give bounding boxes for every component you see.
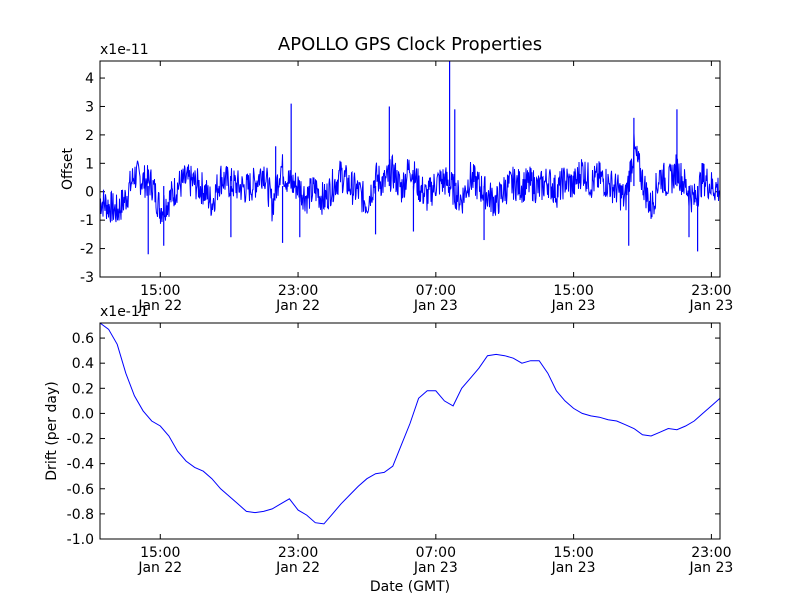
drift-panel: x1e-11 Drift (per day) Date (GMT) -1.0 -0… — [44, 304, 733, 595]
drift-y-tick-label: 0.4 — [72, 356, 94, 372]
offset-y-multiplier: x1e-11 — [100, 42, 149, 58]
drift-y-multiplier: x1e-11 — [100, 304, 149, 320]
drift-x-axis-label: Date (GMT) — [370, 579, 450, 595]
offset-y-tick-label: -2 — [80, 242, 94, 258]
offset-y-tick-label: -3 — [80, 270, 94, 286]
offset-x-tick-time: 07:00 — [416, 283, 456, 299]
offset-plot-frame — [99, 60, 721, 278]
drift-y-tick-label: 0.0 — [72, 406, 94, 422]
offset-y-tick-label: 2 — [85, 128, 94, 144]
drift-y-tick-label: -0.8 — [67, 507, 94, 523]
offset-x-tick-date: Jan 23 — [551, 298, 596, 314]
drift-y-tick-label: -0.2 — [67, 432, 94, 448]
offset-x-tick-date: Jan 22 — [275, 298, 320, 314]
offset-x-tick-date: Jan 23 — [688, 298, 733, 314]
offset-y-tick-label: 3 — [85, 99, 94, 115]
drift-x-tick-time: 15:00 — [553, 545, 593, 561]
drift-y-tick-label: 0.6 — [72, 331, 94, 347]
offset-x-tick-time: 15:00 — [553, 283, 593, 299]
drift-plot-frame — [99, 322, 721, 540]
drift-x-tick-date: Jan 23 — [551, 560, 596, 576]
offset-panel: APOLLO GPS Clock Properties x1e-11 Offse… — [60, 34, 733, 314]
offset-x-tick-date: Jan 23 — [413, 298, 458, 314]
offset-x-tick-date: Jan 22 — [137, 298, 182, 314]
drift-x-tick-date: Jan 23 — [688, 560, 733, 576]
drift-x-tick-date: Jan 22 — [137, 560, 182, 576]
offset-y-axis-label: Offset — [60, 147, 76, 190]
drift-ticks: -1.0-0.8-0.6-0.4-0.20.00.20.40.615:00Jan… — [67, 323, 733, 576]
drift-x-tick-time: 15:00 — [140, 545, 180, 561]
chart-title: APOLLO GPS Clock Properties — [278, 34, 542, 55]
offset-plot-area — [99, 61, 721, 255]
drift-series-line — [99, 322, 721, 525]
drift-y-tick-label: -1.0 — [67, 532, 94, 548]
offset-x-tick-time: 23:00 — [691, 283, 731, 299]
offset-y-tick-label: 4 — [85, 71, 94, 87]
offset-series-line — [99, 132, 721, 224]
offset-x-tick-time: 15:00 — [140, 283, 180, 299]
drift-y-tick-label: 0.2 — [72, 381, 94, 397]
offset-x-tick-time: 23:00 — [278, 283, 318, 299]
offset-y-tick-label: -1 — [80, 213, 94, 229]
drift-plot-area — [99, 322, 721, 525]
drift-x-tick-date: Jan 22 — [275, 560, 320, 576]
offset-y-tick-label: 1 — [85, 156, 94, 172]
drift-x-tick-date: Jan 23 — [413, 560, 458, 576]
offset-y-tick-label: 0 — [85, 185, 94, 201]
drift-y-axis-label: Drift (per day) — [44, 381, 60, 480]
drift-x-tick-time: 07:00 — [416, 545, 456, 561]
drift-y-tick-label: -0.4 — [67, 457, 94, 473]
drift-x-tick-time: 23:00 — [691, 545, 731, 561]
drift-x-tick-time: 23:00 — [278, 545, 318, 561]
drift-y-tick-label: -0.6 — [67, 482, 94, 498]
